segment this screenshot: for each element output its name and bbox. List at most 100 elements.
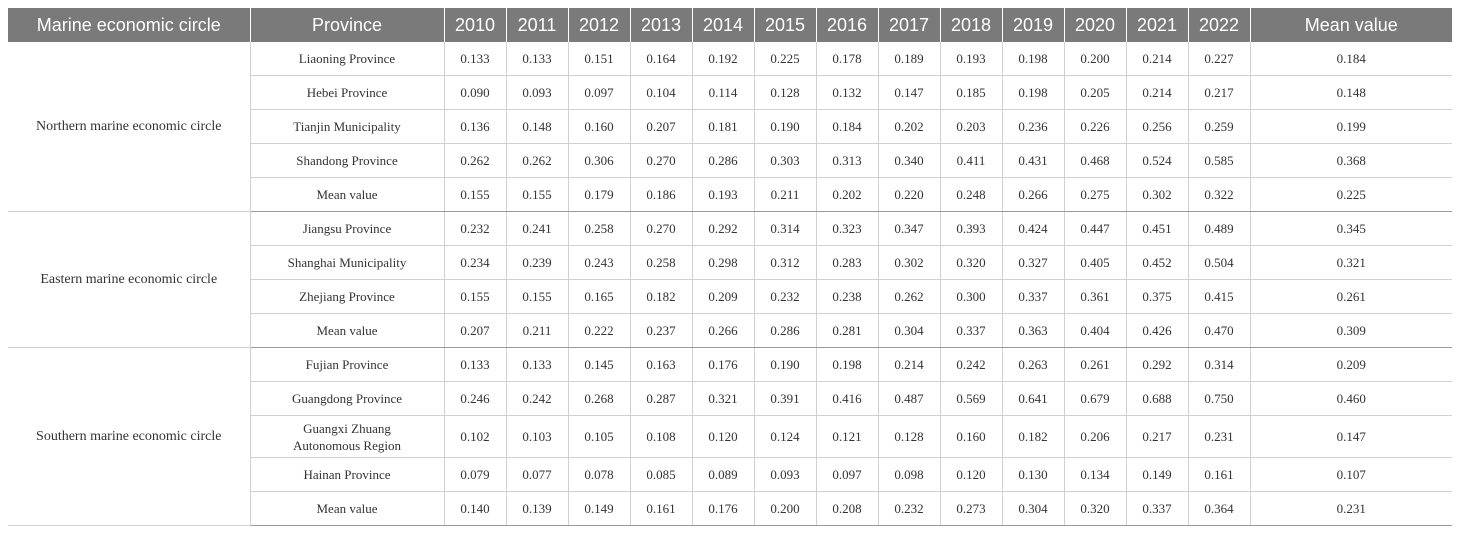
value-cell: 0.321 bbox=[692, 381, 755, 416]
value-cell: 0.178 bbox=[816, 42, 879, 76]
value-cell: 0.093 bbox=[754, 457, 817, 492]
column-header: 2013 bbox=[629, 8, 692, 42]
value-cell: 0.270 bbox=[630, 211, 693, 246]
value-cell: 0.314 bbox=[1188, 347, 1251, 382]
value-cell: 0.241 bbox=[506, 211, 569, 246]
value-cell: 0.320 bbox=[1064, 491, 1127, 526]
value-cell: 0.337 bbox=[1126, 491, 1189, 526]
value-cell: 0.227 bbox=[1188, 42, 1251, 76]
column-header: 2017 bbox=[877, 8, 940, 42]
value-cell: 0.292 bbox=[1126, 347, 1189, 382]
table-row: Guangxi Zhuang Autonomous Region 0.102 0.1… bbox=[8, 415, 1452, 458]
column-header: 2020 bbox=[1063, 8, 1126, 42]
value-cell: 0.424 bbox=[1002, 211, 1065, 246]
value-cell: 0.165 bbox=[568, 279, 631, 314]
value-cell: 0.243 bbox=[568, 245, 631, 280]
column-header: Marine economic circle bbox=[8, 8, 250, 42]
value-cell: 0.090 bbox=[444, 75, 507, 110]
value-cell: 0.093 bbox=[506, 75, 569, 110]
value-cell: 0.145 bbox=[568, 347, 631, 382]
value-cell: 0.248 bbox=[940, 177, 1003, 212]
value-cell: 0.160 bbox=[568, 109, 631, 144]
province-cell: Mean value bbox=[250, 491, 445, 526]
mean-cell: 0.147 bbox=[1250, 415, 1452, 458]
value-cell: 0.161 bbox=[1188, 457, 1251, 492]
table-row: Zhejiang Province 0.155 0.155 0.165 0.182 0.2… bbox=[8, 279, 1452, 314]
value-cell: 0.231 bbox=[1188, 415, 1251, 458]
value-cell: 0.198 bbox=[816, 347, 879, 382]
table-row: Tianjin Municipality 0.136 0.148 0.160 0.207… bbox=[8, 109, 1452, 144]
value-cell: 0.431 bbox=[1002, 143, 1065, 178]
value-cell: 0.298 bbox=[692, 245, 755, 280]
value-cell: 0.200 bbox=[1064, 42, 1127, 76]
value-cell: 0.393 bbox=[940, 211, 1003, 246]
province-cell: Shandong Province bbox=[250, 143, 445, 178]
value-cell: 0.320 bbox=[940, 245, 1003, 280]
value-cell: 0.114 bbox=[692, 75, 755, 110]
province-cell: Liaoning Province bbox=[250, 42, 445, 76]
value-cell: 0.266 bbox=[692, 313, 755, 348]
mean-cell: 0.199 bbox=[1250, 109, 1452, 144]
value-cell: 0.128 bbox=[754, 75, 817, 110]
value-cell: 0.232 bbox=[754, 279, 817, 314]
value-cell: 0.426 bbox=[1126, 313, 1189, 348]
table-row: Shanghai Municipality 0.234 0.239 0.243 0.25… bbox=[8, 245, 1452, 280]
province-cell: Guangxi Zhuang Autonomous Region bbox=[250, 415, 445, 458]
value-cell: 0.149 bbox=[568, 491, 631, 526]
value-cell: 0.281 bbox=[816, 313, 879, 348]
value-cell: 0.124 bbox=[754, 415, 817, 458]
value-cell: 0.405 bbox=[1064, 245, 1127, 280]
column-header: 2022 bbox=[1187, 8, 1250, 42]
value-cell: 0.451 bbox=[1126, 211, 1189, 246]
value-cell: 0.452 bbox=[1126, 245, 1189, 280]
value-cell: 0.237 bbox=[630, 313, 693, 348]
value-cell: 0.303 bbox=[754, 143, 817, 178]
table-row: Mean value 0.140 0.139 0.149 0.161 0.176 0.200… bbox=[8, 491, 1452, 526]
value-cell: 0.302 bbox=[878, 245, 941, 280]
value-cell: 0.155 bbox=[506, 279, 569, 314]
value-cell: 0.186 bbox=[630, 177, 693, 212]
value-cell: 0.079 bbox=[444, 457, 507, 492]
mean-cell: 0.345 bbox=[1250, 211, 1452, 246]
value-cell: 0.524 bbox=[1126, 143, 1189, 178]
value-cell: 0.182 bbox=[1002, 415, 1065, 458]
data-table: Marine economic circle Province 2010 2011 20… bbox=[8, 8, 1452, 526]
value-cell: 0.222 bbox=[568, 313, 631, 348]
table-row: Guangdong Province 0.246 0.242 0.268 0.287 0.… bbox=[8, 381, 1452, 416]
value-cell: 0.182 bbox=[630, 279, 693, 314]
mean-cell: 0.261 bbox=[1250, 279, 1452, 314]
mean-cell: 0.231 bbox=[1250, 491, 1452, 526]
value-cell: 0.322 bbox=[1188, 177, 1251, 212]
table-body: Northern marine economic circle Liaoning … bbox=[8, 42, 1452, 526]
province-cell: Fujian Province bbox=[250, 347, 445, 382]
province-cell: Tianjin Municipality bbox=[250, 109, 445, 144]
value-cell: 0.585 bbox=[1188, 143, 1251, 178]
value-cell: 0.258 bbox=[568, 211, 631, 246]
mean-cell: 0.460 bbox=[1250, 381, 1452, 416]
table-row: Northern marine economic circle Liaoning … bbox=[8, 42, 1452, 212]
value-cell: 0.133 bbox=[506, 347, 569, 382]
value-cell: 0.361 bbox=[1064, 279, 1127, 314]
value-cell: 0.202 bbox=[816, 177, 879, 212]
value-cell: 0.569 bbox=[940, 381, 1003, 416]
value-cell: 0.262 bbox=[878, 279, 941, 314]
value-cell: 0.256 bbox=[1126, 109, 1189, 144]
value-cell: 0.242 bbox=[940, 347, 1003, 382]
value-cell: 0.262 bbox=[444, 143, 507, 178]
value-cell: 0.163 bbox=[630, 347, 693, 382]
table-row: Mean value 0.207 0.211 0.222 0.237 0.266 0.286… bbox=[8, 313, 1452, 348]
value-cell: 0.176 bbox=[692, 347, 755, 382]
value-cell: 0.239 bbox=[506, 245, 569, 280]
value-cell: 0.337 bbox=[1002, 279, 1065, 314]
mean-cell: 0.184 bbox=[1250, 42, 1452, 76]
value-cell: 0.077 bbox=[506, 457, 569, 492]
value-cell: 0.300 bbox=[940, 279, 1003, 314]
value-cell: 0.207 bbox=[444, 313, 507, 348]
province-cell: Jiangsu Province bbox=[250, 211, 445, 246]
value-cell: 0.105 bbox=[568, 415, 631, 458]
value-cell: 0.261 bbox=[1064, 347, 1127, 382]
province-cell: Guangdong Province bbox=[250, 381, 445, 416]
value-cell: 0.078 bbox=[568, 457, 631, 492]
value-cell: 0.133 bbox=[444, 347, 507, 382]
value-cell: 0.234 bbox=[444, 245, 507, 280]
